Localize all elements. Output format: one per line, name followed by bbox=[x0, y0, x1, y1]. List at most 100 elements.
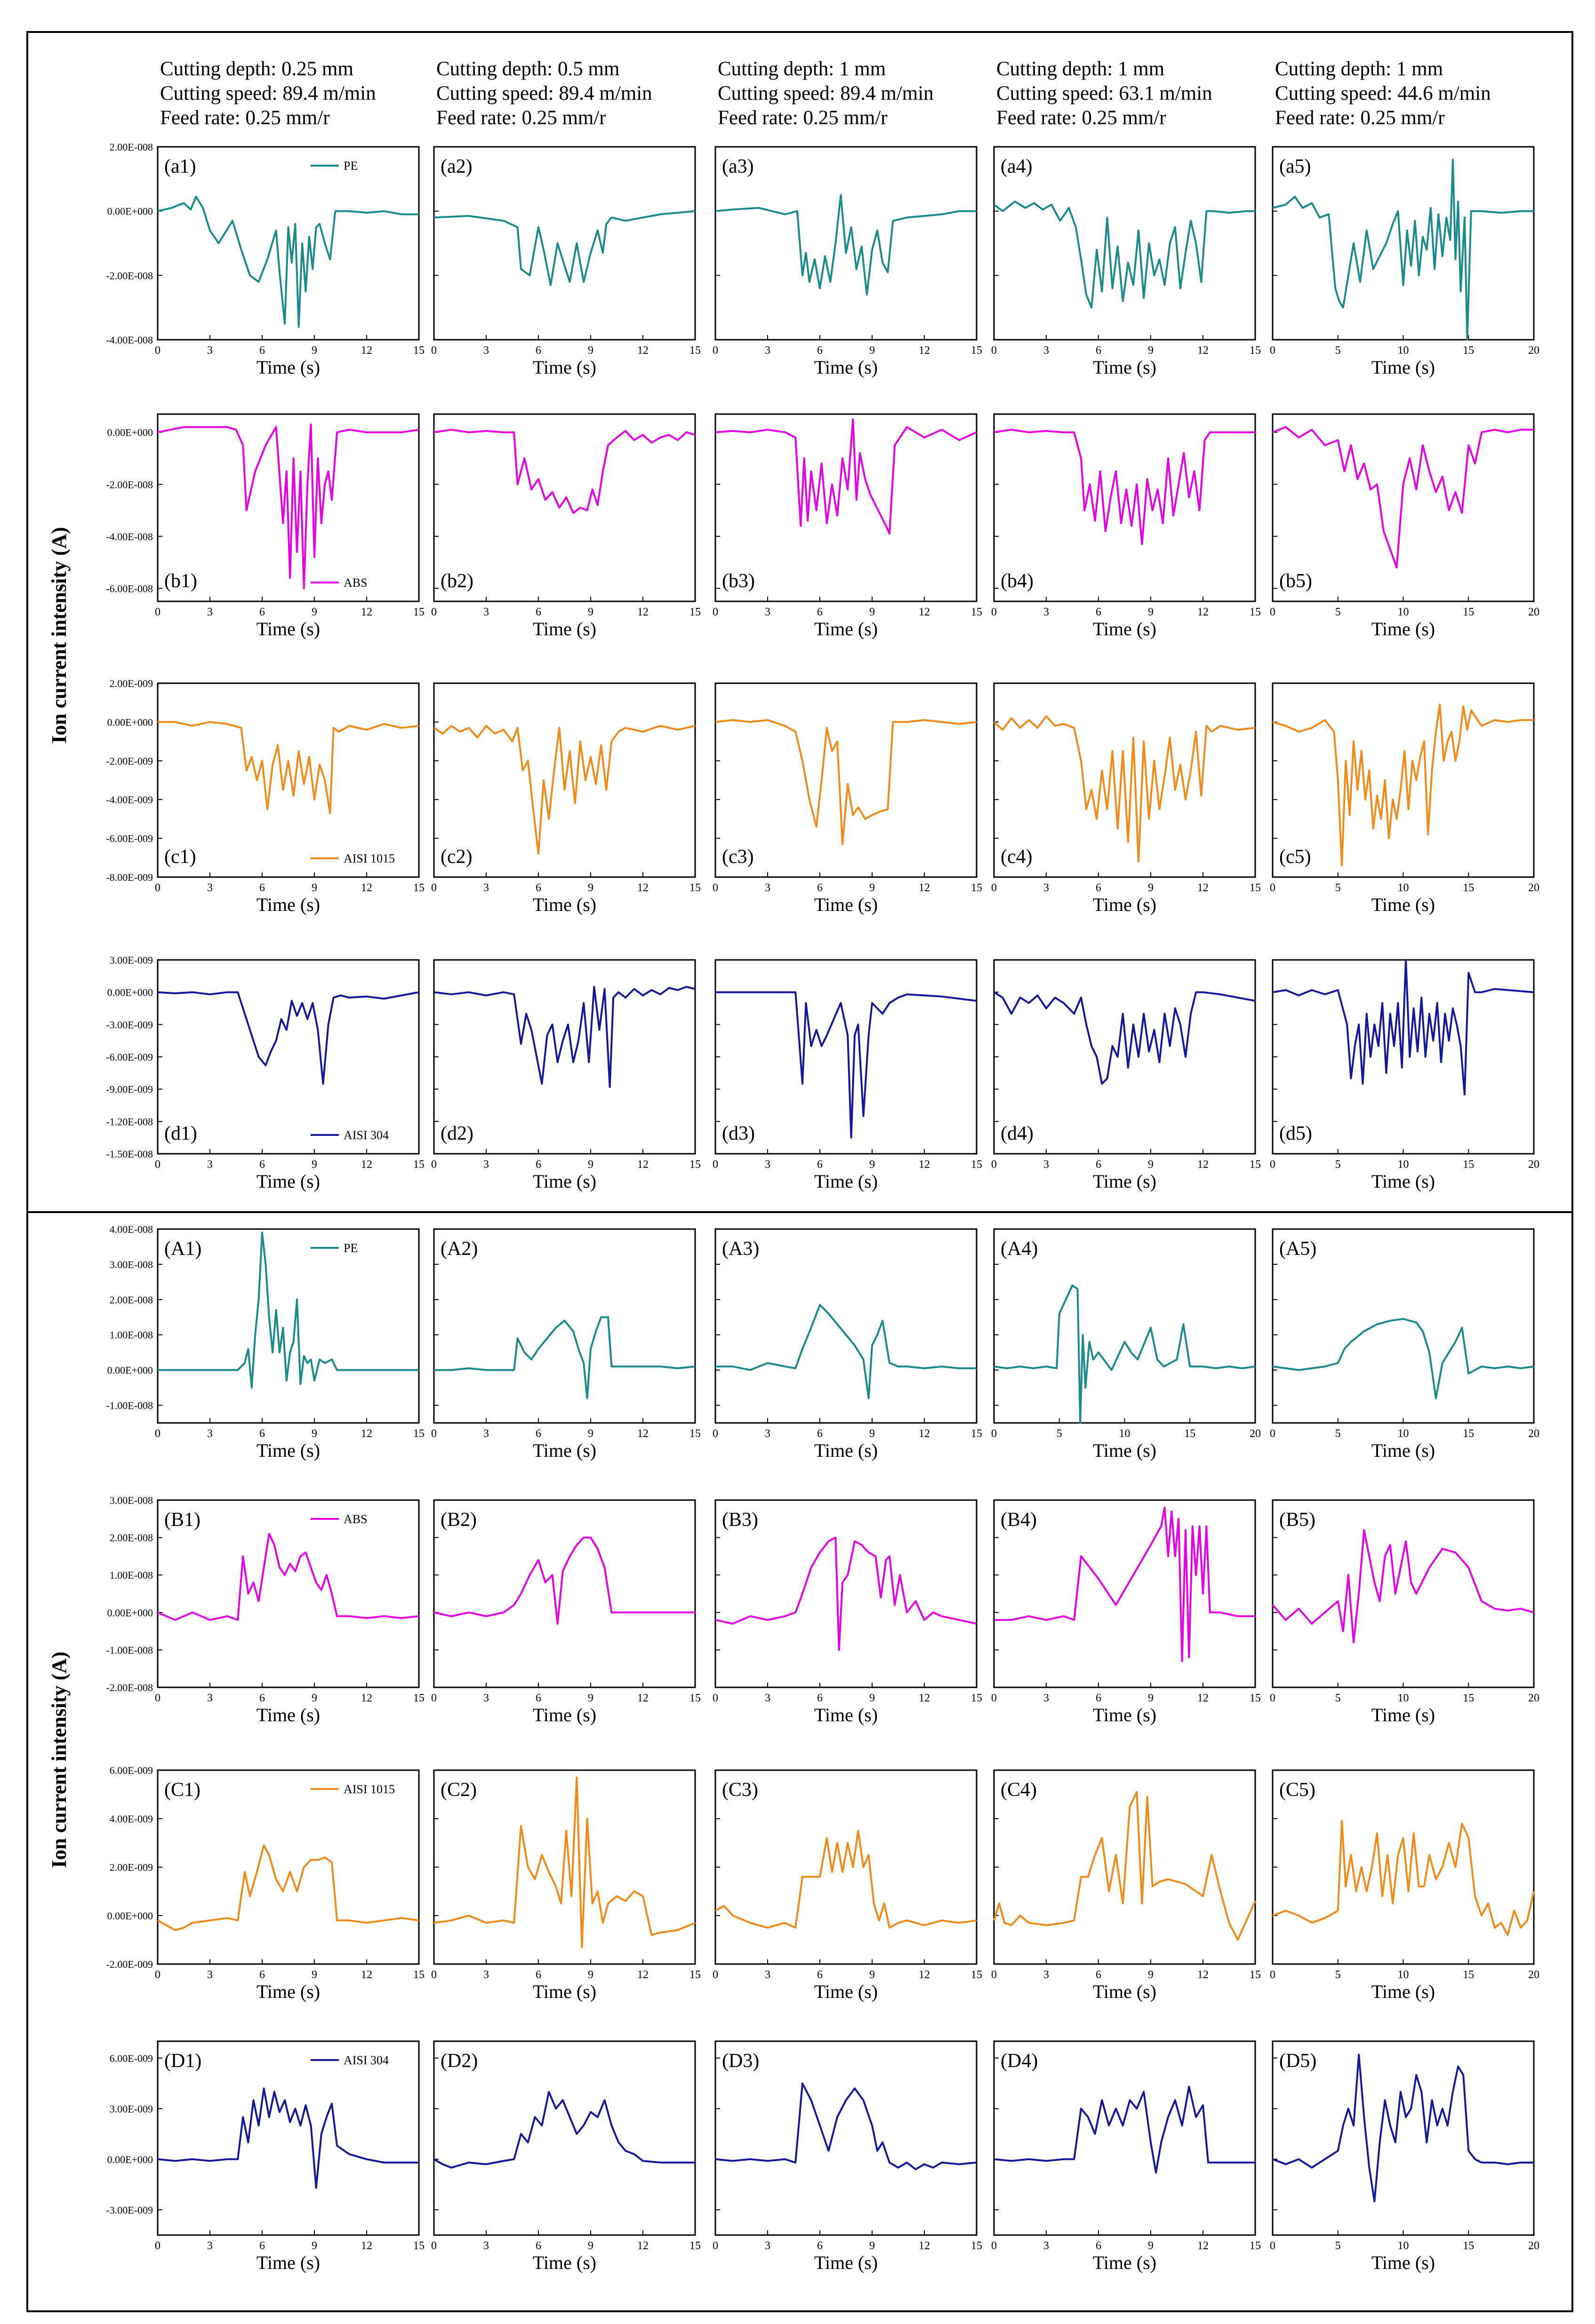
x-axis-title: Time (s) bbox=[814, 1981, 878, 2002]
x-tick-label: 9 bbox=[1148, 606, 1154, 618]
series-line-pe bbox=[994, 1284, 1256, 1424]
legend-label: AISI 304 bbox=[344, 1128, 389, 1142]
x-axis-title: Time (s) bbox=[1093, 1704, 1156, 1725]
x-tick-label: 15 bbox=[413, 606, 425, 618]
x-tick-label: 6 bbox=[536, 1692, 541, 1704]
y-tick-label: -1.00E-008 bbox=[106, 1400, 153, 1412]
x-tick-label: 15 bbox=[1463, 1692, 1474, 1704]
panel-C4: 0 3 6 9 12 15 (C4) Time (s) bbox=[991, 1769, 1261, 2002]
x-tick-label: 0 bbox=[991, 1969, 997, 1981]
x-axis-title: Time (s) bbox=[533, 894, 596, 915]
x-axis-title: Time (s) bbox=[256, 2252, 320, 2273]
x-tick-label: 9 bbox=[312, 1692, 317, 1704]
legend-label: ABS bbox=[344, 576, 368, 590]
x-tick-label: 0 bbox=[155, 2240, 160, 2252]
series-line-pe bbox=[433, 210, 696, 286]
x-tick-label: 3 bbox=[207, 606, 213, 618]
x-tick-label: 12 bbox=[361, 882, 372, 894]
panel-a3: 0 3 6 9 12 15 (a3) Time (s) bbox=[713, 146, 982, 378]
condition-line-3-1: Cutting depth: 1 mm bbox=[718, 58, 886, 80]
x-tick-label: 6 bbox=[536, 2240, 541, 2252]
x-tick-label: 12 bbox=[637, 1428, 649, 1440]
panel-b1: 0.00E+000 -2.00E-008 -4.00E-008 -6.00E-008 0… bbox=[106, 413, 425, 639]
series-line-aisi-304 bbox=[715, 991, 977, 1139]
x-tick-label: 6 bbox=[817, 1158, 823, 1171]
plot-frame bbox=[714, 1499, 978, 1688]
y-tick-label: -4.00E-008 bbox=[106, 334, 153, 346]
x-tick-label: 0 bbox=[991, 882, 997, 894]
x-tick-label: 20 bbox=[1528, 606, 1539, 618]
x-tick-label: 9 bbox=[1148, 1969, 1154, 1981]
panel-label: (a5) bbox=[1279, 156, 1311, 177]
y-tick-label: -6.00E-008 bbox=[106, 583, 153, 594]
x-axis-title: Time (s) bbox=[1093, 1171, 1156, 1192]
y-tick-label: 0.00E+000 bbox=[107, 1365, 153, 1376]
x-tick-label: 0 bbox=[155, 1969, 160, 1981]
x-tick-label: 0 bbox=[1270, 1692, 1275, 1704]
x-tick-label: 6 bbox=[259, 606, 265, 618]
chart-row-C: 6.00E-009 4.00E-009 2.00E-009 0.00E+000 -2.0… bbox=[106, 1765, 1539, 2002]
panel-label: (a3) bbox=[722, 156, 754, 177]
x-tick-label: 6 bbox=[1096, 2240, 1101, 2252]
y-axis-title-upper: Ion current intensity (A) bbox=[48, 527, 71, 743]
y-tick-label: 0.00E+000 bbox=[107, 2154, 153, 2165]
x-tick-label: 3 bbox=[1043, 1692, 1049, 1704]
x-tick-label: 0 bbox=[713, 1428, 718, 1440]
condition-line-1-3: Feed rate: 0.25 mm/r bbox=[160, 107, 330, 129]
x-tick-label: 10 bbox=[1398, 882, 1409, 894]
legend-label: AISI 304 bbox=[344, 2053, 389, 2067]
condition-line-1-1: Cutting depth: 0.25 mm bbox=[160, 58, 353, 80]
series-line-pe bbox=[157, 195, 419, 328]
x-tick-label: 0 bbox=[431, 1428, 437, 1440]
x-tick-label: 0 bbox=[991, 1428, 997, 1440]
y-tick-label: 3.00E-008 bbox=[110, 1494, 153, 1506]
x-tick-label: 12 bbox=[919, 1158, 930, 1171]
y-tick-label: 3.00E-008 bbox=[110, 1259, 153, 1270]
x-tick-label: 15 bbox=[971, 606, 982, 618]
y-tick-label: -2.00E-009 bbox=[106, 755, 153, 767]
panel-label: (B5) bbox=[1279, 1509, 1315, 1531]
series-line-pe bbox=[715, 1304, 977, 1399]
panel-B5: 0 5 10 15 20 (B5) Time (s) bbox=[1270, 1499, 1539, 1725]
panel-D4: 0 3 6 9 12 15 (D4) Time (s) bbox=[991, 2040, 1261, 2273]
panel-A4: 0 5 10 15 20 (A4) Time (s) bbox=[991, 1228, 1261, 1461]
x-tick-label: 3 bbox=[765, 1428, 770, 1440]
x-tick-label: 9 bbox=[869, 606, 875, 618]
panel-D1: 6.00E-009 3.00E-009 0.00E+000 -3.00E-009 0 3 6… bbox=[106, 2040, 425, 2273]
panel-label: (C4) bbox=[1001, 1779, 1037, 1801]
x-tick-label: 6 bbox=[259, 344, 265, 357]
x-tick-label: 3 bbox=[483, 1692, 489, 1704]
x-tick-label: 3 bbox=[483, 344, 489, 357]
x-tick-label: 6 bbox=[1096, 344, 1101, 357]
series-line-aisi-304 bbox=[715, 2082, 977, 2171]
panel-label: (d4) bbox=[1001, 1123, 1034, 1144]
panel-A2: 0 3 6 9 12 15 (A2) Time (s) bbox=[431, 1228, 701, 1461]
condition-line-4-3: Feed rate: 0.25 mm/r bbox=[996, 107, 1166, 129]
x-tick-label: 5 bbox=[1335, 1428, 1341, 1440]
y-tick-label: 0.00E+000 bbox=[107, 1607, 153, 1619]
x-tick-label: 3 bbox=[765, 1692, 770, 1704]
x-axis-title: Time (s) bbox=[256, 357, 320, 378]
x-tick-label: 20 bbox=[1528, 1969, 1539, 1981]
x-tick-label: 9 bbox=[312, 606, 317, 618]
x-axis-title: Time (s) bbox=[256, 618, 320, 639]
x-axis-title: Time (s) bbox=[1371, 894, 1435, 915]
panel-c2: 0 3 6 9 12 15 (c2) Time (s) bbox=[431, 682, 701, 915]
x-tick-label: 12 bbox=[361, 1428, 372, 1440]
panel-label: (D1) bbox=[164, 2050, 201, 2072]
x-tick-label: 6 bbox=[259, 1428, 265, 1440]
x-tick-label: 9 bbox=[1148, 2240, 1154, 2252]
x-tick-label: 12 bbox=[1197, 882, 1209, 894]
x-tick-label: 15 bbox=[689, 2240, 701, 2252]
x-tick-label: 3 bbox=[765, 344, 770, 357]
x-axis-title: Time (s) bbox=[256, 1171, 320, 1192]
x-tick-label: 0 bbox=[1270, 344, 1275, 357]
y-tick-label: 6.00E-009 bbox=[110, 1765, 153, 1776]
y-tick-label: 2.00E-008 bbox=[110, 1294, 153, 1306]
x-tick-label: 12 bbox=[919, 1969, 930, 1981]
series-line-aisi-1015 bbox=[1272, 703, 1534, 867]
plot-frame bbox=[993, 2040, 1256, 2236]
x-tick-label: 3 bbox=[483, 606, 489, 618]
plot-frame bbox=[157, 1499, 420, 1688]
x-tick-label: 9 bbox=[588, 1428, 593, 1440]
